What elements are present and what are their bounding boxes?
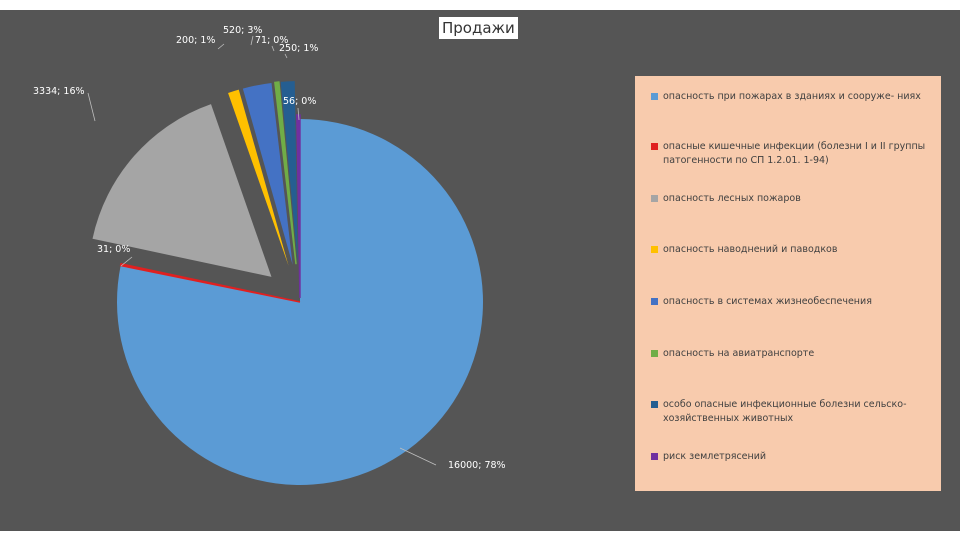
slice-data-label: 250; 1%	[279, 43, 318, 54]
legend-label: риск землетрясений	[663, 451, 767, 462]
legend-label: опасность при пожарах в зданиях и сооруж…	[663, 91, 921, 102]
slide-bottom-band	[0, 531, 960, 540]
chart-title: Продажи	[439, 17, 518, 39]
leader-line	[250, 35, 254, 46]
legend-label: опасность лесных пожаров	[663, 193, 801, 204]
pie-slice	[274, 81, 297, 265]
legend-swatch	[651, 143, 658, 150]
legend-swatch	[651, 93, 658, 100]
legend-swatch	[651, 401, 658, 408]
legend-item: риск землетрясений	[651, 450, 931, 464]
pie-slice	[228, 89, 289, 266]
slice-data-label: 520; 3%	[223, 25, 262, 36]
pie-slice	[92, 104, 272, 277]
legend-swatch	[651, 298, 658, 305]
slice-data-label: 200; 1%	[176, 35, 215, 46]
legend-item: опасность наводнений и паводков	[651, 243, 931, 257]
slice-data-label: 56; 0%	[283, 96, 316, 107]
slice-data-label: 31; 0%	[97, 244, 130, 255]
legend-label: особо опасные инфекционные болезни сельс…	[663, 399, 907, 424]
pie-slice	[119, 262, 301, 303]
leader-line	[217, 43, 225, 50]
legend-label: опасность наводнений и паводков	[663, 244, 838, 255]
legend-label: опасные кишечные инфекции (болезни I и I…	[663, 141, 926, 166]
legend-item: опасность в системах жизнеобеспечения	[651, 295, 931, 309]
legend-label: опасность в системах жизнеобеспечения	[663, 296, 872, 307]
legend-item: особо опасные инфекционные болезни сельс…	[651, 398, 931, 426]
leader-line	[284, 53, 288, 59]
slice-data-label: 71; 0%	[255, 35, 288, 46]
leader-line	[399, 447, 437, 466]
leader-line	[120, 256, 133, 267]
pie-slice	[280, 81, 298, 265]
slice-data-label: 16000; 78%	[448, 460, 506, 471]
legend-swatch	[651, 195, 658, 202]
slide-top-band	[0, 0, 960, 10]
leader-line	[297, 107, 300, 121]
pie-slice	[296, 114, 301, 299]
legend-swatch	[651, 453, 658, 460]
legend-item: опасность лесных пожаров	[651, 192, 931, 206]
legend-item: опасность при пожарах в зданиях и сооруж…	[651, 90, 931, 104]
legend-label: опасность на авиатранспорте	[663, 348, 815, 359]
leader-line	[87, 92, 96, 122]
slice-data-label: 3334; 16%	[33, 86, 85, 97]
leader-line	[271, 45, 275, 52]
pie-slice	[242, 82, 293, 265]
legend-swatch	[651, 246, 658, 253]
legend-item: опасные кишечные инфекции (болезни I и I…	[651, 140, 931, 168]
chart-legend: опасность при пожарах в зданиях и сооруж…	[635, 76, 941, 491]
legend-item: опасность на авиатранспорте	[651, 347, 931, 361]
legend-swatch	[651, 350, 658, 357]
